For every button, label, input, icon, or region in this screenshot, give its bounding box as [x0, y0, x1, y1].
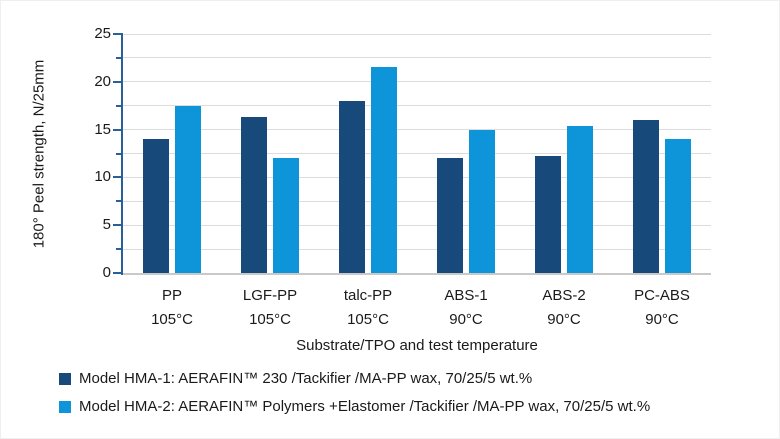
category-name: PC-ABS — [634, 287, 690, 304]
y-tick-label: 25 — [94, 25, 111, 42]
gridline — [123, 129, 711, 131]
gridline — [123, 224, 711, 226]
x-axis-line — [122, 273, 711, 275]
y-axis-major-tick — [113, 128, 121, 131]
y-axis-major-tick — [113, 80, 121, 83]
gridline — [123, 105, 711, 107]
bar-hma1-lgf-pp — [241, 117, 267, 273]
y-tick-label: 0 — [102, 264, 111, 281]
y-axis-major-tick — [113, 224, 121, 227]
category-name: talc-PP — [343, 287, 393, 304]
y-axis-major-tick — [113, 176, 121, 179]
category-temperature: 90°C — [645, 311, 679, 328]
y-axis-title: 180° Peel strength, N/25mm — [30, 59, 48, 248]
y-axis-minor-tick — [116, 248, 121, 251]
y-axis-minor-tick — [116, 152, 121, 155]
legend-item-hma2: Model HMA-2: AERAFIN™ Polymers +Elastome… — [59, 398, 650, 415]
legend-item-hma1: Model HMA-1: AERAFIN™ 230 /Tackifier /MA… — [59, 370, 532, 387]
category-label-pc-abs: PC-ABS 90°C — [613, 284, 711, 332]
gridline — [123, 57, 711, 59]
category-name: LGF-PP — [242, 287, 298, 304]
category-label-pp: PP 105°C — [123, 284, 221, 332]
bar-hma2-abs-1 — [469, 129, 495, 273]
legend-swatch — [59, 372, 71, 385]
y-axis-minor-tick — [116, 104, 121, 107]
category-temperature: 105°C — [249, 311, 291, 328]
category-name: ABS-1 — [444, 287, 488, 304]
y-axis-major-tick — [113, 33, 121, 35]
category-label-lgf-pp: LGF-PP 105°C — [221, 284, 319, 332]
y-axis-major-tick — [113, 272, 121, 274]
gridline — [123, 153, 711, 154]
category-temperature: 105°C — [151, 311, 193, 328]
bar-hma1-pc-abs — [633, 120, 659, 273]
y-axis-minor-tick — [116, 56, 121, 59]
bar-hma1-abs-1 — [437, 158, 463, 273]
x-axis-title: Substrate/TPO and test temperature — [296, 337, 538, 354]
bar-hma2-pc-abs — [665, 139, 691, 273]
category-temperature: 90°C — [547, 311, 581, 328]
bar-hma1-abs-2 — [535, 156, 561, 273]
bar-hma1-talc-pp — [339, 100, 365, 273]
y-axis-minor-tick — [116, 200, 121, 203]
gridline — [123, 200, 711, 202]
legend-label: Model HMA-2: AERAFIN™ Polymers +Elastome… — [79, 398, 651, 415]
y-axis-line — [121, 33, 123, 275]
gridline — [123, 81, 711, 83]
bar-hma2-abs-2 — [567, 125, 593, 273]
category-label-abs-2: ABS-2 90°C — [515, 284, 613, 332]
bar-hma2-pp — [175, 105, 201, 273]
bar-hma2-lgf-pp — [273, 158, 299, 273]
category-temperature: 90°C — [449, 311, 483, 328]
category-name: PP — [161, 287, 182, 304]
category-name: ABS-2 — [542, 287, 586, 304]
legend-swatch — [59, 400, 71, 413]
y-tick-label: 10 — [94, 168, 111, 186]
category-label-abs-1: ABS-1 90°C — [417, 284, 515, 332]
gridline — [123, 176, 711, 178]
gridline — [123, 248, 711, 250]
bar-hma2-talc-pp — [371, 67, 397, 273]
y-tick-label: 5 — [102, 216, 111, 234]
bar-hma1-pp — [143, 139, 169, 273]
y-tick-label: 20 — [94, 72, 111, 90]
category-temperature: 105°C — [347, 311, 389, 328]
category-label-talc-pp: talc-PP 105°C — [319, 284, 417, 332]
legend-label: Model HMA-1: AERAFIN™ 230 /Tackifier /MA… — [79, 370, 533, 387]
gridline — [123, 33, 711, 35]
y-tick-label: 15 — [94, 120, 111, 138]
